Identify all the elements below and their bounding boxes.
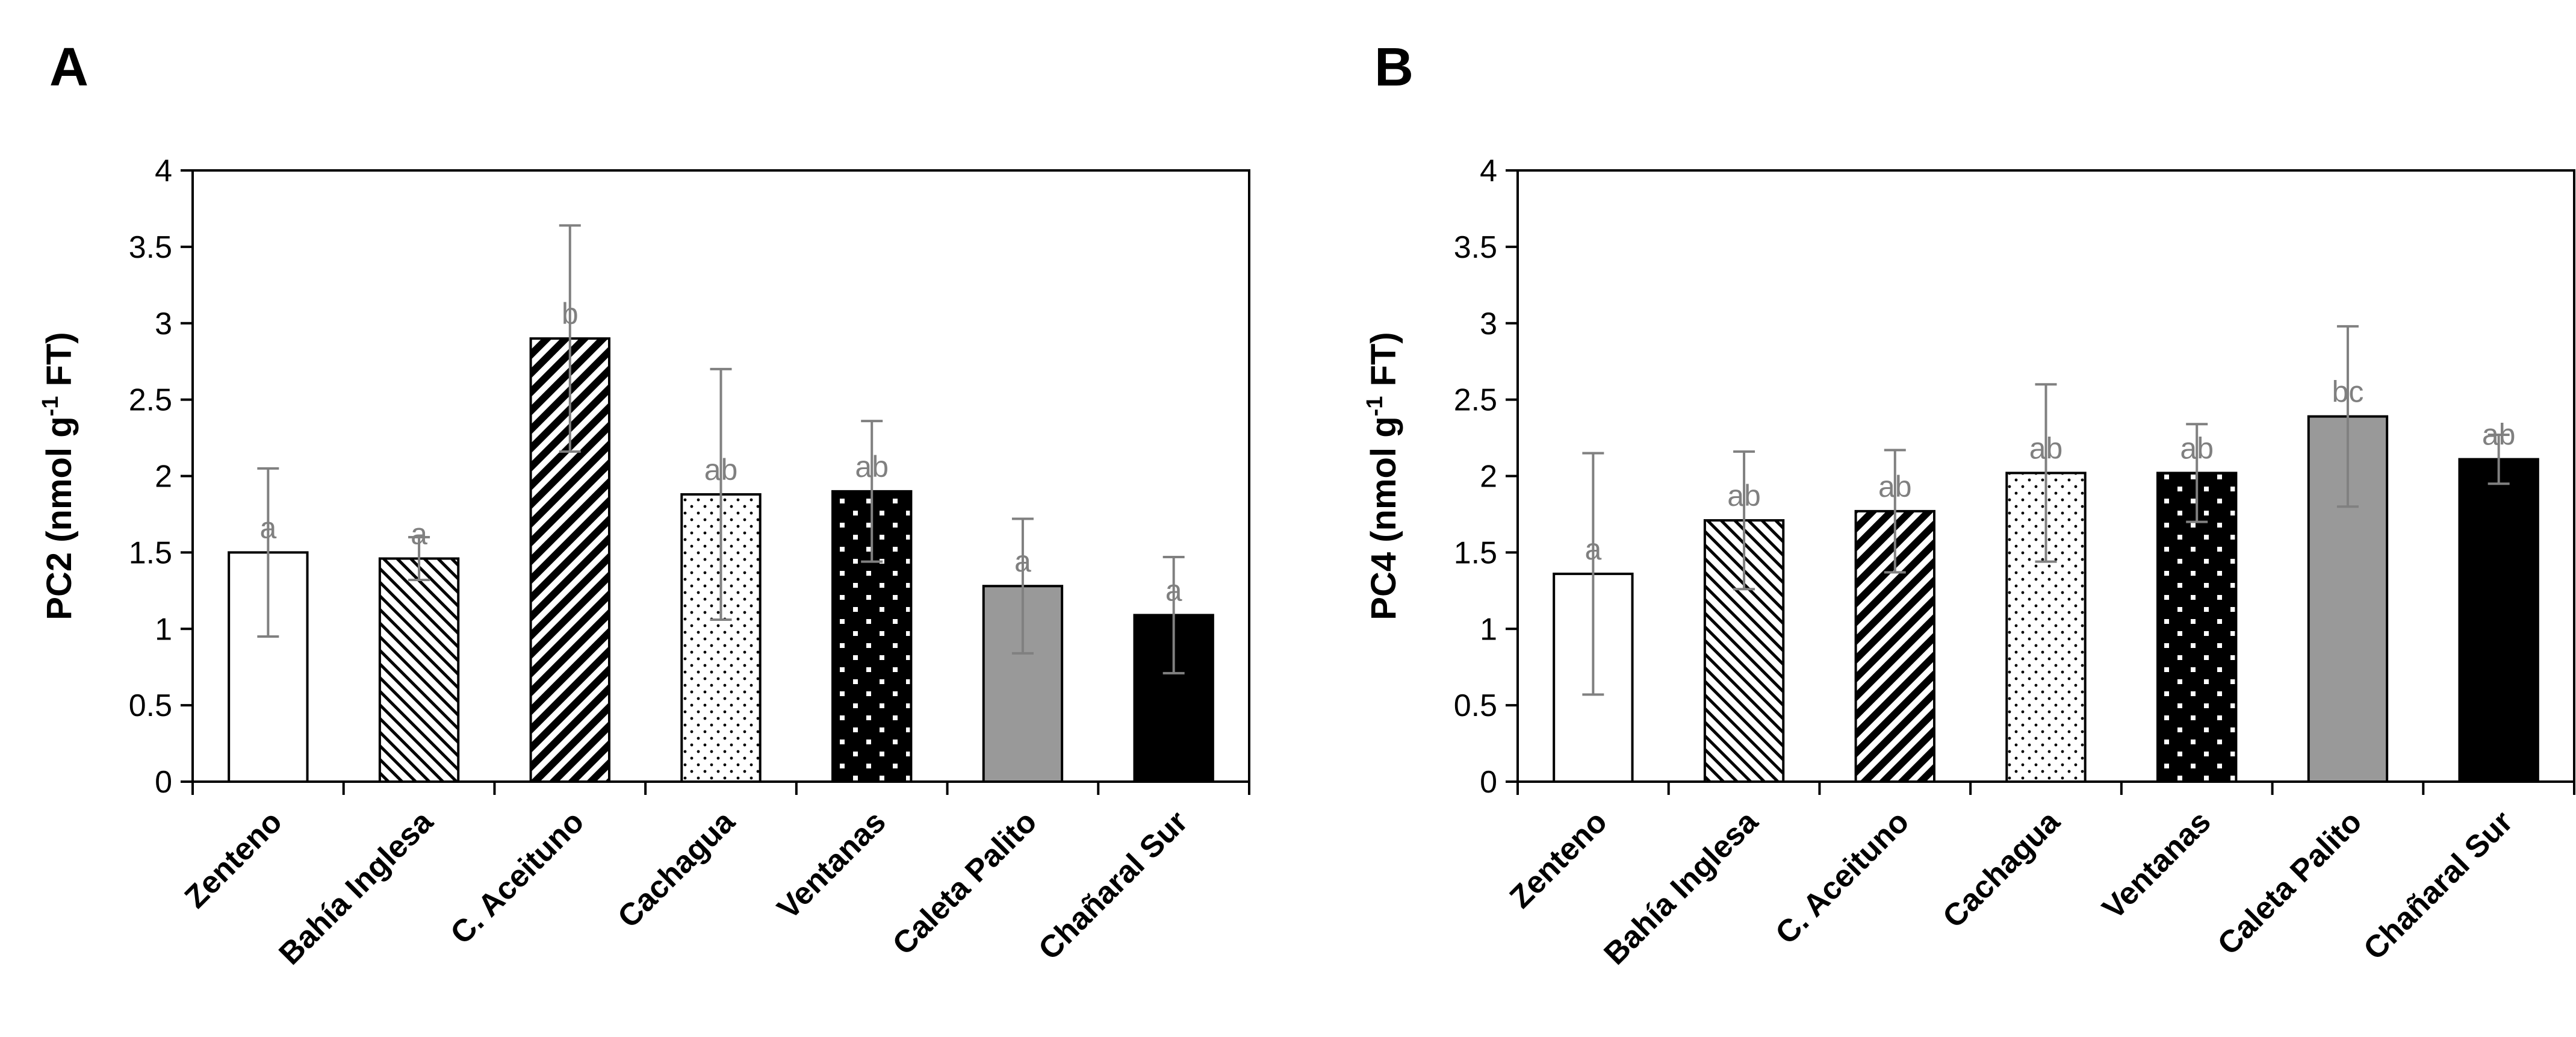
error-bar-1 bbox=[408, 536, 430, 582]
y-axis-label-superscript: -1 bbox=[38, 396, 63, 417]
chart-panel-a: A PC2 (nmol g-1 FT) a Zenteno a Bahía Inglesa… bbox=[38, 37, 1250, 972]
error-bar-5 bbox=[1011, 517, 1034, 655]
category-label-3: Cachagua bbox=[611, 804, 742, 935]
y-axis-label-main: PC4 (nmol g bbox=[1364, 416, 1403, 620]
y-tick-label-3: 1.5 bbox=[1454, 535, 1497, 570]
chart-panel-b: B PC4 (nmol g-1 FT) a Zenteno ab Bahía Ingles… bbox=[1362, 37, 2575, 972]
significance-label-5: a bbox=[1014, 544, 1031, 578]
error-bar-6 bbox=[2488, 433, 2510, 485]
y-axis-label-main: PC2 (nmol g bbox=[40, 416, 79, 620]
category-label-1: Bahía Inglesa bbox=[272, 804, 440, 972]
y-axis-label: PC2 (nmol g-1 FT) bbox=[38, 332, 79, 620]
significance-label-0: a bbox=[1584, 532, 1601, 566]
y-tick-label-6: 3 bbox=[155, 307, 172, 341]
error-bar-0 bbox=[257, 467, 279, 638]
category-label-4: Ventanas bbox=[2096, 804, 2217, 926]
category-label-2: C. Aceituno bbox=[444, 804, 591, 951]
error-bar-6 bbox=[1162, 555, 1185, 674]
y-tick-label-4: 2 bbox=[1480, 459, 1497, 494]
y-tick-label-0: 0 bbox=[1480, 765, 1497, 800]
significance-label-0: a bbox=[259, 511, 276, 544]
category-label-0: Zenteno bbox=[1503, 804, 1614, 915]
significance-label-1: a bbox=[411, 517, 427, 551]
y-tick-label-2: 1 bbox=[1480, 612, 1497, 647]
significance-label-3: ab bbox=[2029, 431, 2063, 465]
error-bar-2 bbox=[559, 224, 581, 453]
bar-4 bbox=[2156, 472, 2238, 783]
category-label-4: Ventanas bbox=[771, 804, 892, 926]
error-bar-4 bbox=[2186, 423, 2208, 523]
category-label-6: Chañaral Sur bbox=[1032, 804, 1194, 967]
y-tick-label-8: 4 bbox=[155, 154, 172, 188]
significance-label-4: ab bbox=[855, 450, 889, 484]
error-bar-0 bbox=[1582, 452, 1604, 696]
y-tick-label-5: 2.5 bbox=[129, 383, 172, 418]
y-tick-label-8: 4 bbox=[1480, 154, 1497, 188]
panel-letter: A bbox=[49, 37, 88, 98]
y-tick-label-1: 0.5 bbox=[1454, 688, 1497, 723]
y-axis-label-superscript: -1 bbox=[1362, 396, 1388, 417]
panel-letter: B bbox=[1374, 37, 1414, 98]
y-tick-label-3: 1.5 bbox=[129, 535, 172, 570]
significance-label-6: a bbox=[1165, 573, 1182, 607]
error-bar-5 bbox=[2336, 325, 2359, 508]
category-label-5: Caleta Palito bbox=[886, 804, 1044, 962]
category-label-5: Caleta Palito bbox=[2211, 804, 2369, 962]
error-bar-4 bbox=[861, 420, 883, 563]
error-bar-3 bbox=[710, 367, 732, 621]
category-label-0: Zenteno bbox=[178, 804, 289, 915]
y-axis-label-tail: FT) bbox=[1364, 332, 1403, 396]
y-axis-label-tail: FT) bbox=[40, 332, 79, 396]
y-tick-label-7: 3.5 bbox=[129, 230, 172, 265]
error-bar-1 bbox=[1733, 450, 1755, 591]
bar-1 bbox=[378, 557, 460, 783]
bar-6 bbox=[2458, 458, 2539, 783]
y-tick-label-5: 2.5 bbox=[1454, 383, 1497, 418]
y-tick-label-7: 3.5 bbox=[1454, 230, 1497, 265]
error-bar-3 bbox=[2035, 383, 2057, 563]
y-axis-label: PC4 (nmol g-1 FT) bbox=[1362, 332, 1403, 620]
significance-label-2: b bbox=[562, 297, 579, 331]
y-tick-label-1: 0.5 bbox=[129, 688, 172, 723]
y-tick-label-4: 2 bbox=[155, 459, 172, 494]
y-tick-label-2: 1 bbox=[155, 612, 172, 647]
category-label-2: C. Aceituno bbox=[1769, 804, 1916, 951]
category-label-3: Cachagua bbox=[1936, 804, 2067, 935]
category-label-1: Bahía Inglesa bbox=[1597, 804, 1765, 972]
significance-label-4: ab bbox=[2180, 431, 2214, 465]
significance-label-6: ab bbox=[2482, 418, 2516, 452]
error-bar-2 bbox=[1884, 449, 1906, 574]
category-label-6: Chañaral Sur bbox=[2357, 804, 2519, 967]
significance-label-2: ab bbox=[1878, 470, 1912, 503]
significance-label-1: ab bbox=[1727, 479, 1761, 512]
y-tick-label-0: 0 bbox=[155, 765, 172, 800]
significance-label-3: ab bbox=[704, 453, 738, 487]
significance-label-5: bc bbox=[2332, 375, 2364, 409]
y-tick-label-6: 3 bbox=[1480, 307, 1497, 341]
